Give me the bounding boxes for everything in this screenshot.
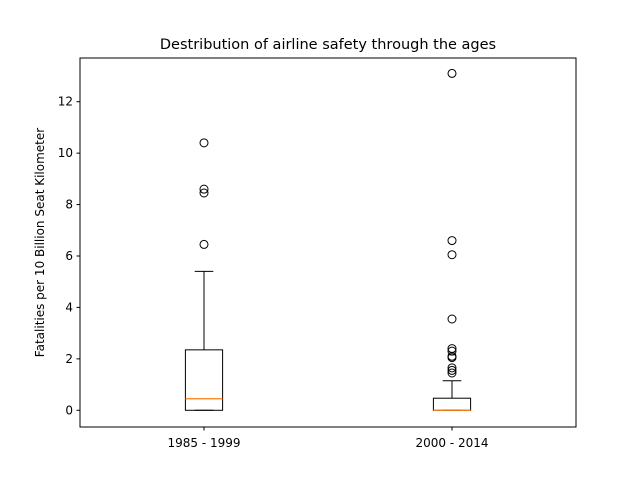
outlier-point	[447, 353, 457, 363]
y-tick-label: 4	[65, 300, 73, 314]
outlier-point	[447, 68, 457, 78]
outlier-point	[447, 236, 457, 246]
axes-ticks: 0 2 4 6 8 10 12 1985 - 1999 2000 - 2014	[58, 95, 489, 450]
outlier-point	[447, 368, 457, 378]
box-group	[184, 138, 224, 411]
outlier-point	[199, 184, 209, 194]
y-axis-label: Fatalities per 10 Billion Seat Kilometer	[33, 128, 47, 357]
outlier-point	[447, 250, 457, 260]
chart-title: Destribution of airline safety through t…	[160, 37, 496, 53]
y-tick-label: 0	[65, 403, 73, 417]
box-series	[184, 68, 472, 411]
outlier-point	[199, 188, 209, 198]
x-tick-label: 2000 - 2014	[415, 436, 488, 450]
outlier-point	[447, 314, 457, 324]
y-tick-label: 8	[65, 198, 73, 212]
y-tick-label: 10	[58, 146, 73, 160]
outlier-point	[199, 138, 209, 148]
outlier-point	[199, 239, 209, 249]
outlier-point	[447, 363, 457, 373]
plot-area-frame	[79, 57, 577, 428]
y-tick-label: 2	[65, 352, 73, 366]
outlier-point	[447, 365, 457, 375]
x-tick-label: 1985 - 1999	[167, 436, 240, 450]
y-tick-label: 12	[58, 95, 73, 109]
y-tick-label: 6	[65, 249, 73, 263]
box-group	[432, 68, 472, 411]
outlier-point	[447, 346, 457, 356]
